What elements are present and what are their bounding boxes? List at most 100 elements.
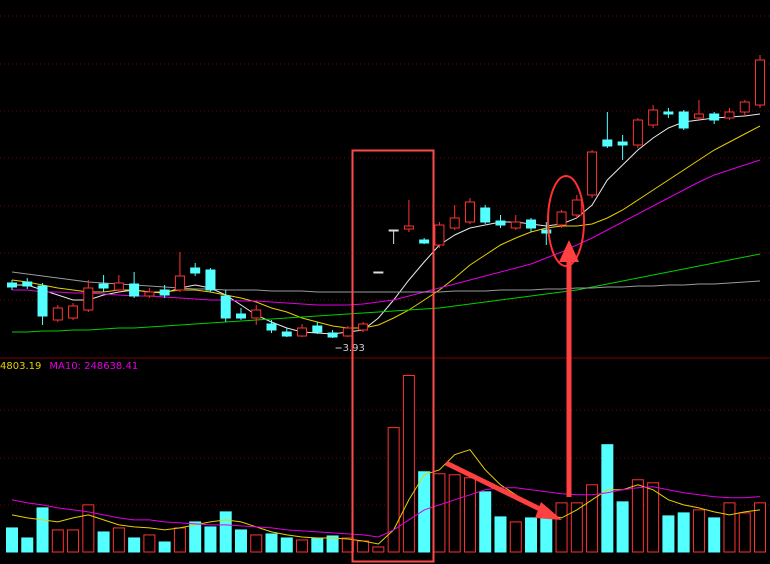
candle-body [755,59,765,106]
candle-body [709,113,720,121]
ma-line [12,159,761,306]
candle-body [434,224,445,246]
candle-body [98,283,109,289]
candle-body [663,111,674,115]
volume-bar [525,517,538,553]
volume-bar [219,511,232,553]
volume-bar [708,517,721,553]
candle-body [373,271,384,274]
candle-body [632,119,643,146]
candle-body [22,281,33,287]
volume-bar [234,529,247,553]
volume-bar [82,504,95,553]
legend-text: MA10: 248638.41 [49,361,138,372]
volume-bar [143,534,156,553]
arrow-head [559,240,579,262]
candle-body [159,289,170,296]
volume-bar [555,502,568,553]
candle-body [587,151,598,196]
volume-bar [494,516,507,553]
candle-body [571,199,582,216]
candle-body [617,141,628,146]
volume-bar [738,512,751,553]
candle-body [510,221,521,229]
candle-body [693,113,704,119]
volume-bar [479,491,492,553]
candle-body [220,295,231,319]
volume-bar [357,540,370,553]
candle-body [68,305,79,319]
low-label: 3.93 [343,343,365,354]
volume-bar [631,479,644,553]
candle-body [190,267,201,274]
candle-body [144,291,155,297]
volume-bar [723,502,736,553]
volume-bar [280,537,293,553]
candle-body [541,229,552,234]
volume-bar [326,535,339,553]
arrow-head [535,502,562,520]
volume-bar [586,484,599,553]
candle-body [602,139,613,147]
volume-bar [36,507,49,553]
candle-body [297,327,308,337]
ma-line [11,271,761,293]
volume-bar [418,471,431,553]
volume-bar [677,512,690,553]
candle-body [556,211,567,226]
volume-bar [128,537,141,553]
candle-body [495,220,506,226]
volume-bar [540,516,553,553]
volume-bar [387,427,400,553]
candle-body [648,109,659,126]
volume-bar [692,509,705,553]
candle-body [7,282,17,288]
volume-bar [112,527,125,553]
volume-bar [204,526,217,553]
candle-body [449,217,460,229]
legend-text: 4803.19 [0,361,41,372]
volume-bar [265,533,278,553]
volume-bar [601,444,614,553]
volume-bar [570,502,583,553]
volume-bar [662,515,675,553]
arrow-shaft [444,460,548,515]
candle-body [464,201,475,223]
candle-body [724,111,735,119]
volume-bar [754,502,766,553]
volume-ma-line [11,486,761,538]
candle-body [678,111,689,129]
candle-body [739,101,750,113]
annotations [351,149,585,563]
volume-bar [173,527,186,553]
volume-bar [67,529,80,553]
candle-body [37,285,48,317]
volume-bar [448,474,461,553]
candle-body [526,219,537,229]
candle-body [281,331,292,337]
volume-bar [433,473,446,553]
volume-bar [616,501,629,553]
volume-bar [51,529,64,553]
candle-body [235,313,246,319]
candle-body [113,282,124,291]
volume-ma-line [11,449,761,545]
volume-bar [158,541,171,553]
candle-body [403,225,414,230]
highlight-box [351,149,435,563]
candle-body [251,309,262,319]
candle-body [388,229,399,232]
volume-bar [296,539,309,553]
candle-body [129,283,140,297]
volume-bar [509,521,522,553]
volume-bar [402,374,415,553]
candle-body [312,325,323,333]
volume-bar [311,537,324,553]
candle-body [342,327,353,337]
candle-body [358,323,369,331]
candle-body [480,207,491,223]
volume-bar [6,527,18,553]
volume-bar [372,546,385,553]
